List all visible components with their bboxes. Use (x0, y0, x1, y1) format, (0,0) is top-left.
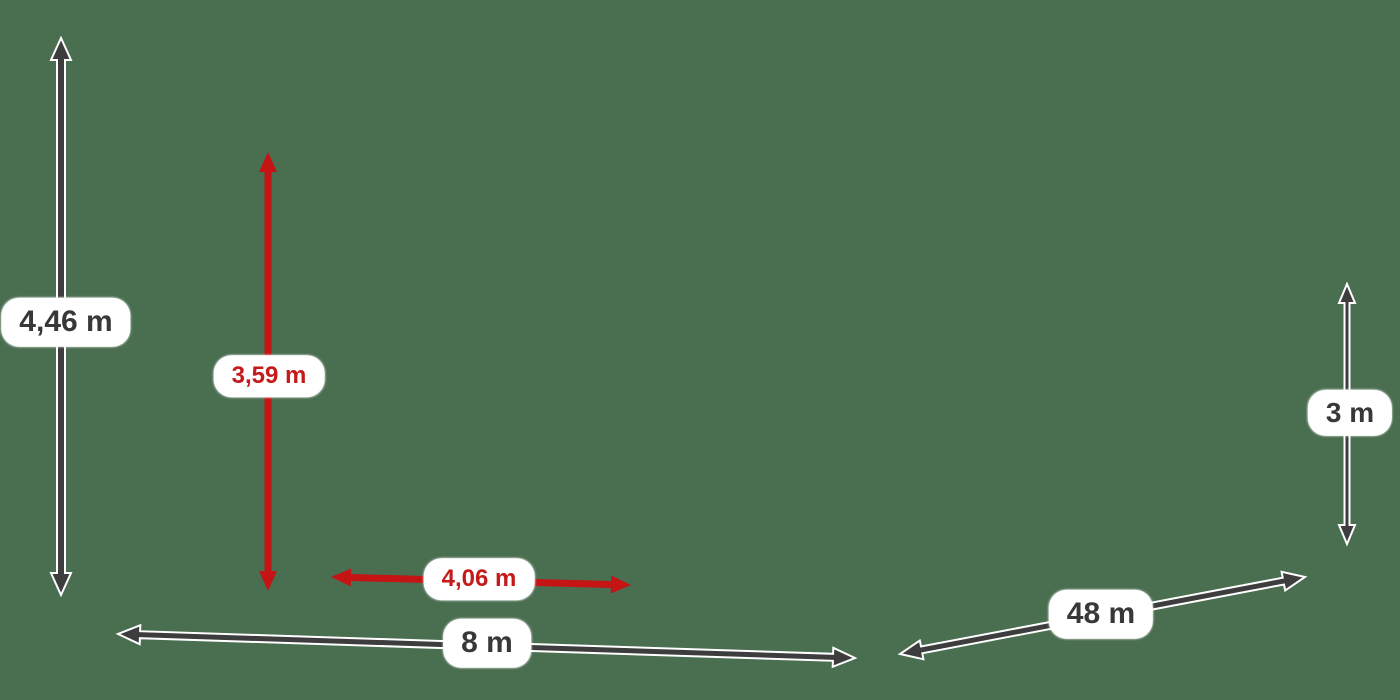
measure-label-red-height: 3,59 m (213, 355, 325, 397)
measure-label-right-height: 3 m (1307, 389, 1393, 437)
measure-label-bottom-width: 8 m (443, 618, 531, 668)
measure-label-red-width: 4,06 m (423, 558, 535, 600)
measure-label-left-height: 4,46 m (1, 297, 131, 347)
measure-label-diagonal-length: 48 m (1048, 589, 1154, 639)
